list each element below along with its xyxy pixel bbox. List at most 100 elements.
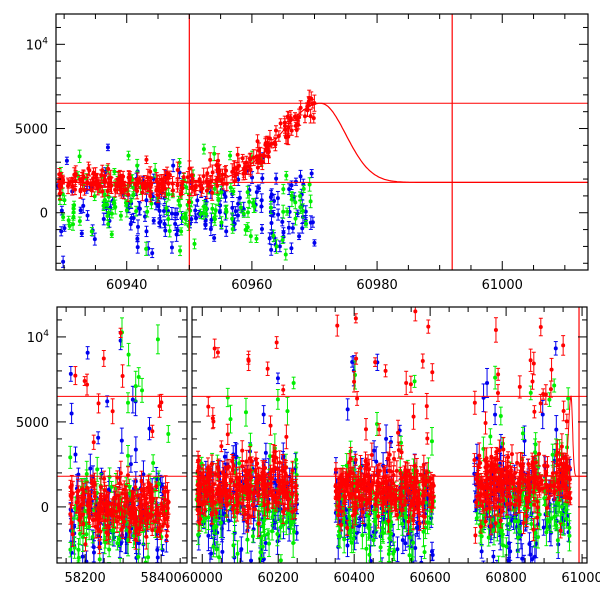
data-point-red <box>85 481 90 495</box>
data-point-red <box>152 514 157 529</box>
data-point-blue <box>135 240 140 254</box>
data-point-blue <box>300 222 305 234</box>
data-point-green <box>301 184 306 193</box>
data-point-red <box>205 167 210 180</box>
marker <box>210 206 215 211</box>
marker <box>140 182 145 187</box>
marker <box>73 452 78 457</box>
marker <box>219 220 224 225</box>
data-point-red <box>159 497 164 511</box>
data-point-green <box>180 212 185 223</box>
marker <box>304 221 309 226</box>
marker <box>303 114 308 119</box>
marker <box>59 184 64 189</box>
marker <box>78 208 83 213</box>
marker <box>208 157 213 162</box>
data-point-red <box>178 189 183 199</box>
marker <box>155 555 160 560</box>
marker <box>276 212 281 217</box>
data-point-red <box>175 178 180 193</box>
marker <box>106 210 111 215</box>
data-point-green <box>179 227 184 236</box>
data-point-red <box>135 172 140 187</box>
data-point-blue <box>110 565 114 575</box>
data-point-red <box>99 169 104 181</box>
data-point-red <box>131 496 136 513</box>
marker <box>95 467 100 472</box>
data-point-red <box>273 125 278 136</box>
data-point-blue <box>308 215 313 230</box>
data-point-blue <box>92 232 97 246</box>
data-point-green <box>131 191 136 200</box>
data-point-red <box>154 172 159 189</box>
data-point-red <box>167 170 172 180</box>
data-point-blue <box>128 455 133 473</box>
data-point-red <box>148 166 153 178</box>
marker <box>73 173 78 178</box>
marker <box>248 167 253 172</box>
marker <box>126 538 131 543</box>
marker <box>88 466 93 471</box>
data-point-red <box>248 165 253 175</box>
data-point-red <box>224 176 229 192</box>
marker <box>256 186 261 191</box>
data-point-blue <box>78 206 83 214</box>
data-point-red <box>78 183 83 199</box>
data-point-green <box>245 222 250 233</box>
data-point-blue <box>68 366 73 382</box>
data-point-red <box>286 128 291 146</box>
data-point-green <box>176 195 181 206</box>
marker <box>171 163 176 168</box>
data-point-green <box>77 216 82 226</box>
marker <box>223 194 228 199</box>
data-point-red <box>235 146 240 163</box>
data-point-green <box>164 201 169 215</box>
marker <box>243 227 248 232</box>
data-point-red <box>110 498 115 509</box>
marker <box>106 532 111 537</box>
data-point-red <box>150 424 155 438</box>
marker <box>100 507 105 512</box>
marker <box>135 163 140 168</box>
marker <box>97 557 102 562</box>
data-point-green <box>293 195 298 210</box>
marker <box>213 208 218 213</box>
marker <box>278 121 283 126</box>
marker <box>269 247 274 252</box>
data-point-blue <box>155 546 160 563</box>
data-point-green <box>166 425 171 443</box>
data-point-red <box>160 520 165 532</box>
marker <box>209 217 214 222</box>
marker <box>114 183 119 188</box>
data-point-blue <box>289 242 294 254</box>
data-point-blue <box>64 156 69 165</box>
data-point-green <box>283 248 288 261</box>
marker <box>288 116 293 121</box>
marker <box>175 167 180 172</box>
axes-frame <box>55 13 589 271</box>
marker <box>205 171 210 176</box>
marker <box>255 139 260 144</box>
data-point-red <box>144 155 149 165</box>
marker <box>66 218 71 223</box>
marker <box>61 215 66 220</box>
data-point-blue <box>130 385 135 414</box>
marker <box>59 229 64 234</box>
marker <box>153 168 158 173</box>
marker <box>306 99 311 104</box>
marker <box>245 225 250 230</box>
data-point-red <box>110 398 115 425</box>
marker <box>273 128 278 133</box>
marker <box>192 241 197 246</box>
data-point-blue <box>175 207 180 221</box>
marker <box>144 246 149 251</box>
marker <box>102 173 107 178</box>
data-point-green <box>284 170 289 181</box>
marker <box>131 533 136 538</box>
data-point-blue <box>169 206 174 221</box>
data-point-blue <box>144 225 149 238</box>
marker <box>88 497 93 502</box>
marker <box>101 356 106 361</box>
data-point-green <box>192 238 197 250</box>
